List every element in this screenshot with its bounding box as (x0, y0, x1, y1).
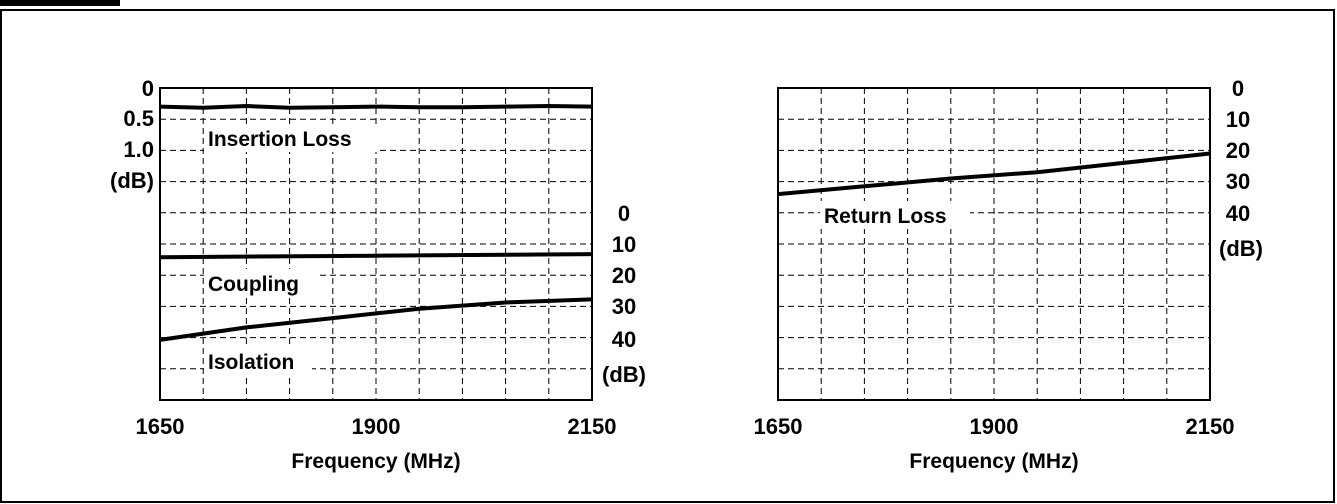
rl-axis-tick-0: 0 (1232, 76, 1244, 101)
right-chart: 0 10 20 30 40 (dB) 1650 1900 2150 Freque… (754, 76, 1263, 473)
return-loss-line (777, 151, 1211, 197)
x-tick-2150: 2150 (568, 414, 617, 439)
x-tick-1900: 1900 (352, 414, 401, 439)
right-axis-tick-20: 20 (612, 263, 636, 288)
isolation-label: Isolation (208, 351, 294, 374)
return-loss-label-bg (820, 201, 970, 229)
rl-x-tick-2150: 2150 (1186, 414, 1235, 439)
left-axis-unit: (dB) (110, 168, 154, 193)
rl-x-axis-title: Frequency (MHz) (909, 450, 1078, 473)
return-loss-label: Return Loss (824, 205, 947, 228)
rl-x-tick-1900: 1900 (970, 414, 1019, 439)
rl-axis-tick-40: 40 (1226, 201, 1250, 226)
right-plot-grid (778, 88, 1210, 400)
isolation-line (159, 297, 593, 342)
insertion-loss-label: Insertion Loss (208, 128, 352, 151)
left-plot-grid (160, 88, 592, 400)
coupling-line (159, 252, 593, 260)
x-axis-title: Frequency (MHz) (291, 450, 460, 473)
insertion-loss-line (159, 104, 593, 110)
x-tick-1650: 1650 (136, 414, 185, 439)
left-axis-tick-0.5: 0.5 (123, 106, 154, 131)
coupling-label: Coupling (208, 273, 299, 296)
rl-axis-tick-10: 10 (1226, 107, 1250, 132)
rl-x-tick-1650: 1650 (754, 414, 803, 439)
top-clipped-title-fragment (0, 0, 120, 6)
right-axis-tick-10: 10 (612, 232, 636, 257)
left-plot-area (159, 87, 593, 401)
left-chart: 0 0.5 1.0 (dB) 0 10 20 30 40 (dB) 1650 1… (110, 76, 646, 473)
rl-axis-tick-20: 20 (1226, 138, 1250, 163)
isolation-label-bg (204, 347, 312, 375)
right-axis-unit: (dB) (602, 362, 646, 387)
right-axis-tick-30: 30 (612, 294, 636, 319)
left-axis-tick-0: 0 (142, 76, 154, 101)
insertion-loss-label-bg (204, 124, 378, 152)
right-plot-area (777, 87, 1211, 401)
figure-border (0, 9, 1335, 503)
right-axis-tick-40: 40 (612, 327, 636, 352)
coupling-label-bg (204, 269, 318, 297)
right-axis-tick-0: 0 (618, 201, 630, 226)
left-axis-tick-1.0: 1.0 (123, 137, 154, 162)
rl-axis-tick-30: 30 (1226, 169, 1250, 194)
rl-axis-unit: (dB) (1219, 236, 1263, 261)
